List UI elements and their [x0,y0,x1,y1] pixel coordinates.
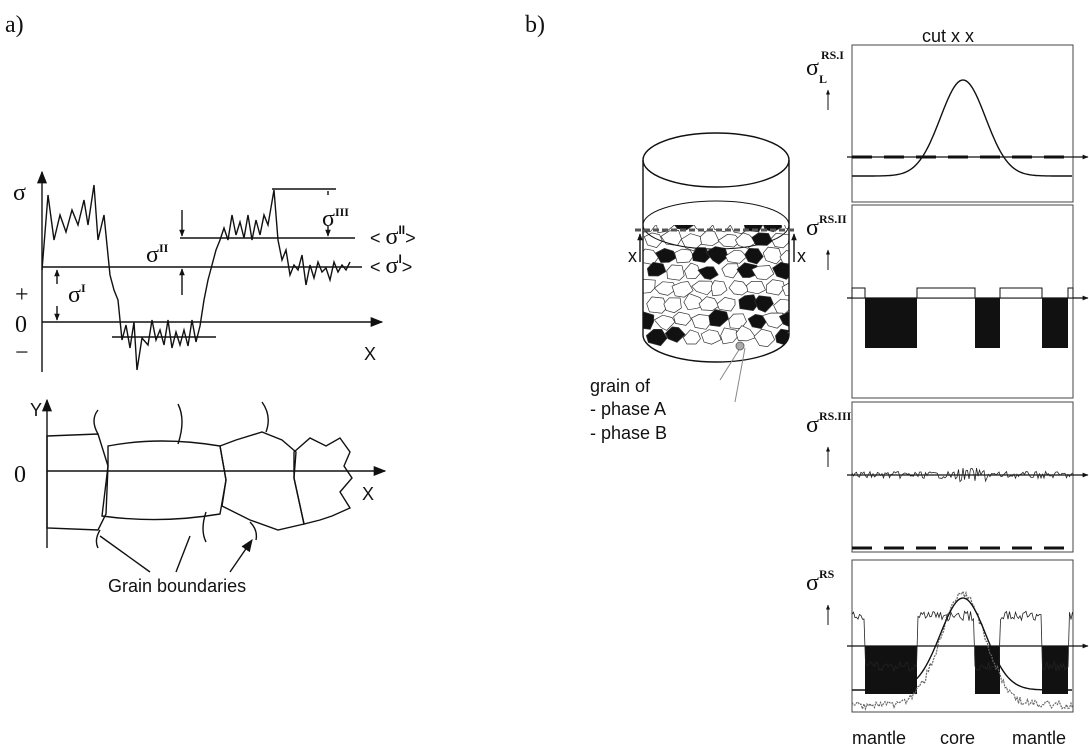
grain [788,327,811,343]
text: RS [819,567,835,581]
cylinder-top [643,133,789,187]
phase-b-bar [865,298,917,348]
axis-label: 0 [14,462,26,488]
phase-b-bar [975,298,1000,348]
legend-text: grain of [590,376,651,396]
grain [220,432,304,530]
phase-a-bar [1068,288,1073,298]
sign-label: 0 [15,312,27,338]
phase-b-bar [1042,646,1068,694]
text: σ [68,282,81,308]
sigma-label: σII [146,241,169,268]
cut-label: x [797,246,806,266]
text: RS.II [819,212,847,226]
profile-frame [852,402,1073,552]
text: > [402,257,413,277]
phase-a-bar [1000,288,1042,298]
profile-label: σRS.III [806,409,852,438]
mean-label: < σII> [370,223,416,250]
profile-label: σRS.II [806,212,847,241]
sign-label: + [15,282,29,308]
text: σ [806,215,819,241]
text: > [405,228,416,248]
grain-marker [736,342,744,350]
profile-label: σL RS.I [806,48,844,86]
pointer [100,536,252,572]
phase-a-bar [917,288,975,298]
text: II [398,223,405,237]
axis-label: Y [30,400,42,420]
text: σ [806,570,819,596]
sigma-label: σI [68,281,86,308]
position-label: mantle [1012,728,1066,748]
phase-a-bar [852,288,865,298]
page: {"panel_a": {"label": "a)", "stress_plot… [0,0,1089,754]
profile-frame [852,45,1073,202]
panel-label: b) [525,12,545,38]
grain [634,312,654,330]
axis-label: σ [13,180,26,206]
text: II [159,241,169,255]
grain [102,441,226,520]
text: σ [386,224,399,250]
text: < [370,257,386,277]
text: σ [146,242,159,268]
text: I [81,281,86,295]
profile-curve [852,80,1072,176]
cut-title: cut x x [922,26,974,46]
sigma-label: σIII [322,205,349,232]
text: σ [386,253,399,279]
text: σ [806,55,819,81]
position-label: core [940,728,975,748]
grain [667,265,684,280]
grain [792,268,811,281]
figure: a) σ + 0 − X σI σII σIII < σII> < σI> Y … [0,0,1089,749]
sign-label: − [15,340,29,366]
stress-curve [42,185,350,370]
mean-label: < σI> [370,252,412,279]
grain [783,217,801,229]
grain-structure [634,215,811,360]
text: < [370,228,386,248]
grain [294,438,352,524]
position-label: mantle [852,728,906,748]
caption: Grain boundaries [108,576,246,596]
axis-label: X [364,344,376,364]
text: RS.I [821,48,844,62]
text: RS.III [819,409,852,423]
legend-text: - phase A [590,399,666,419]
axis-label: X [362,484,374,504]
cut-label: x [628,246,637,266]
grain [792,297,810,313]
text: σ [806,412,819,438]
profile-label: σRS [806,567,835,596]
boundary [94,402,268,548]
text: L [819,72,827,86]
grain [782,283,803,296]
panel-label: a) [5,12,24,38]
grain [47,434,108,530]
text: III [335,205,349,219]
legend-text: - phase B [590,423,667,443]
phase-b-bar [1042,298,1068,348]
